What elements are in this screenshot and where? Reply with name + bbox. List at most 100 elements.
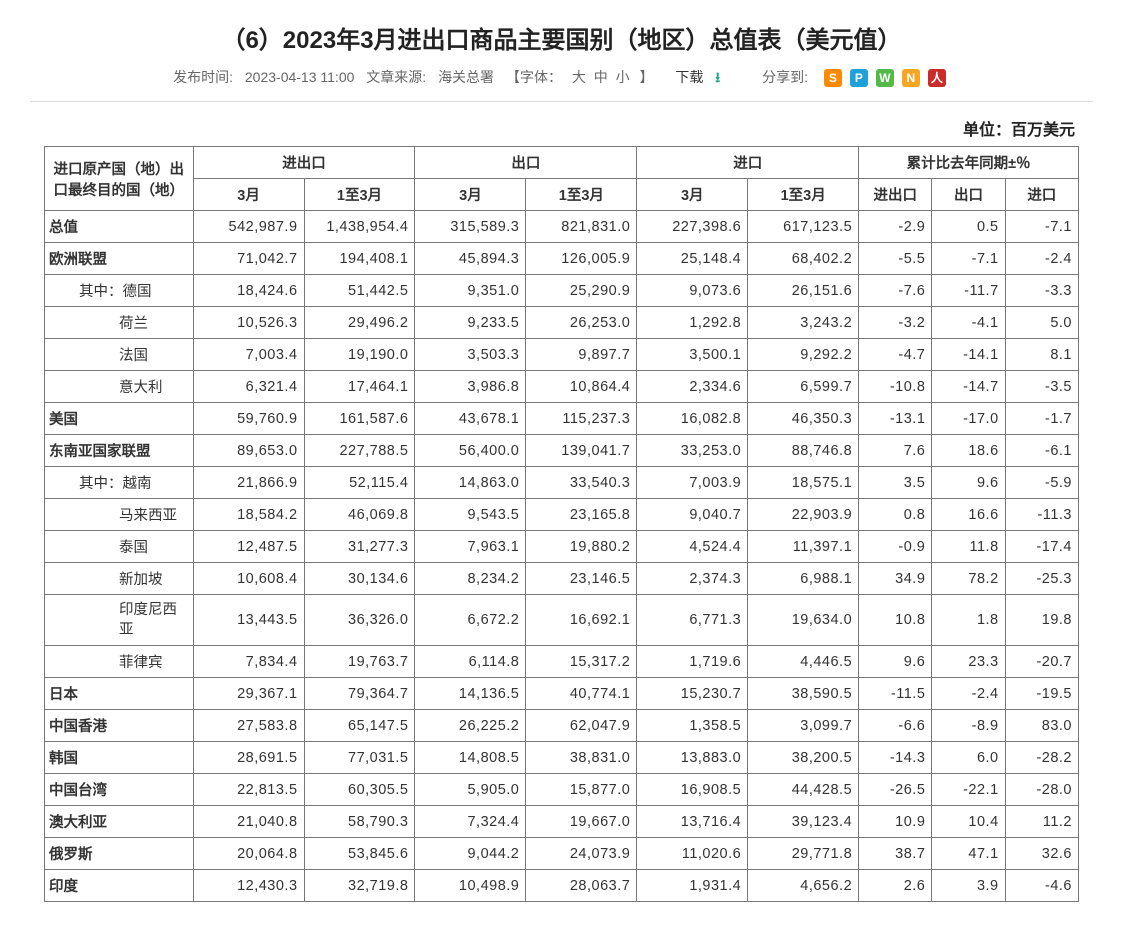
people-icon[interactable]: 人 — [928, 69, 946, 87]
table-row: 荷兰10,526.329,496.29,233.526,253.01,292.8… — [45, 307, 1079, 339]
cell-country: 荷兰 — [45, 307, 194, 339]
cell-value: 8.1 — [1005, 339, 1078, 371]
font-mid[interactable]: 中 — [594, 69, 608, 85]
cell-value: 38,200.5 — [748, 742, 859, 774]
th-yoy-total: 进出口 — [859, 179, 932, 211]
weibo-icon[interactable]: S — [824, 69, 842, 87]
cell-value: 18,575.1 — [748, 467, 859, 499]
cell-value: 15,230.7 — [637, 678, 748, 710]
pub-time-value: 2023-04-13 11:00 — [245, 69, 355, 85]
wechat-icon[interactable]: W — [876, 69, 894, 87]
cell-value: 10.4 — [932, 806, 1005, 838]
cell-value: 20,064.8 — [193, 838, 304, 870]
cell-value: 24,073.9 — [526, 838, 637, 870]
table-row: 菲律宾7,834.419,763.76,114.815,317.21,719.6… — [45, 646, 1079, 678]
table-row: 其中：德国18,424.651,442.59,351.025,290.99,07… — [45, 275, 1079, 307]
cell-country: 中国台湾 — [45, 774, 194, 806]
cell-value: 6,599.7 — [748, 371, 859, 403]
unit-label: 单位：百万美元 — [0, 102, 1123, 146]
cell-value: 8,234.2 — [415, 563, 526, 595]
cell-value: 12,487.5 — [193, 531, 304, 563]
cell-value: -7.1 — [1005, 211, 1078, 243]
table-row: 东南亚国家联盟89,653.0227,788.556,400.0139,041.… — [45, 435, 1079, 467]
th-export-ytd: 1至3月 — [526, 179, 637, 211]
table-row: 澳大利亚21,040.858,790.37,324.419,667.013,71… — [45, 806, 1079, 838]
cell-value: 46,069.8 — [304, 499, 415, 531]
th-total: 进出口 — [193, 147, 415, 179]
table-row: 中国香港27,583.865,147.526,225.262,047.91,35… — [45, 710, 1079, 742]
cell-value: 89,653.0 — [193, 435, 304, 467]
cell-value: -7.6 — [859, 275, 932, 307]
cell-country: 印度尼西亚 — [45, 595, 194, 646]
cell-value: 2,334.6 — [637, 371, 748, 403]
table-row: 美国59,760.9161,587.643,678.1115,237.316,0… — [45, 403, 1079, 435]
cell-value: 6,771.3 — [637, 595, 748, 646]
cell-value: 13,443.5 — [193, 595, 304, 646]
cell-value: 51,442.5 — [304, 275, 415, 307]
cell-value: -2.9 — [859, 211, 932, 243]
pub-time-label: 发布时间: — [173, 69, 233, 85]
font-small[interactable]: 小 — [616, 69, 630, 85]
cell-value: -25.3 — [1005, 563, 1078, 595]
cell-value: 15,877.0 — [526, 774, 637, 806]
cell-value: -8.9 — [932, 710, 1005, 742]
cell-value: 62,047.9 — [526, 710, 637, 742]
cell-value: 28,063.7 — [526, 870, 637, 902]
cell-value: -19.5 — [1005, 678, 1078, 710]
cell-value: 19,190.0 — [304, 339, 415, 371]
cell-value: 0.8 — [859, 499, 932, 531]
cell-value: 18,584.2 — [193, 499, 304, 531]
cell-value: -0.9 — [859, 531, 932, 563]
cell-value: 18,424.6 — [193, 275, 304, 307]
cell-value: 4,446.5 — [748, 646, 859, 678]
cell-value: 65,147.5 — [304, 710, 415, 742]
cell-value: 11,397.1 — [748, 531, 859, 563]
th-total-mar: 3月 — [193, 179, 304, 211]
table-row: 印度尼西亚13,443.536,326.06,672.216,692.16,77… — [45, 595, 1079, 646]
cell-value: 25,148.4 — [637, 243, 748, 275]
cell-value: 78.2 — [932, 563, 1005, 595]
cell-value: 29,771.8 — [748, 838, 859, 870]
cell-value: 7.6 — [859, 435, 932, 467]
cell-value: -17.4 — [1005, 531, 1078, 563]
cell-value: 46,350.3 — [748, 403, 859, 435]
n-icon[interactable]: N — [902, 69, 920, 87]
cell-country: 东南亚国家联盟 — [45, 435, 194, 467]
cell-value: 6.0 — [932, 742, 1005, 774]
cell-value: 6,114.8 — [415, 646, 526, 678]
th-yoy: 累计比去年同期±％ — [859, 147, 1079, 179]
download-link[interactable]: 下载 ⭳ — [671, 69, 728, 85]
cell-value: 9,543.5 — [415, 499, 526, 531]
cell-value: 13,716.4 — [637, 806, 748, 838]
cell-value: 38.7 — [859, 838, 932, 870]
cell-value: -11.5 — [859, 678, 932, 710]
cell-value: 1,292.8 — [637, 307, 748, 339]
cell-value: 58,790.3 — [304, 806, 415, 838]
cell-value: 43,678.1 — [415, 403, 526, 435]
cell-value: 11.2 — [1005, 806, 1078, 838]
cell-value: 6,321.4 — [193, 371, 304, 403]
cell-value: 34.9 — [859, 563, 932, 595]
font-large[interactable]: 大 — [572, 69, 586, 85]
table-row: 意大利6,321.417,464.13,986.810,864.42,334.6… — [45, 371, 1079, 403]
cell-value: 10,608.4 — [193, 563, 304, 595]
cell-value: 315,589.3 — [415, 211, 526, 243]
tencent-icon[interactable]: P — [850, 69, 868, 87]
cell-value: 26,253.0 — [526, 307, 637, 339]
cell-value: 9,351.0 — [415, 275, 526, 307]
cell-value: -10.8 — [859, 371, 932, 403]
th-export: 出口 — [415, 147, 637, 179]
cell-value: 22,903.9 — [748, 499, 859, 531]
cell-value: 2,374.3 — [637, 563, 748, 595]
cell-value: 25,290.9 — [526, 275, 637, 307]
cell-value: 0.5 — [932, 211, 1005, 243]
cell-value: -26.5 — [859, 774, 932, 806]
cell-value: 59,760.9 — [193, 403, 304, 435]
cell-value: 6,988.1 — [748, 563, 859, 595]
cell-value: 3.5 — [859, 467, 932, 499]
share-label: 分享到: — [762, 69, 808, 85]
cell-value: 39,123.4 — [748, 806, 859, 838]
cell-value: 77,031.5 — [304, 742, 415, 774]
cell-value: 33,540.3 — [526, 467, 637, 499]
cell-value: -22.1 — [932, 774, 1005, 806]
